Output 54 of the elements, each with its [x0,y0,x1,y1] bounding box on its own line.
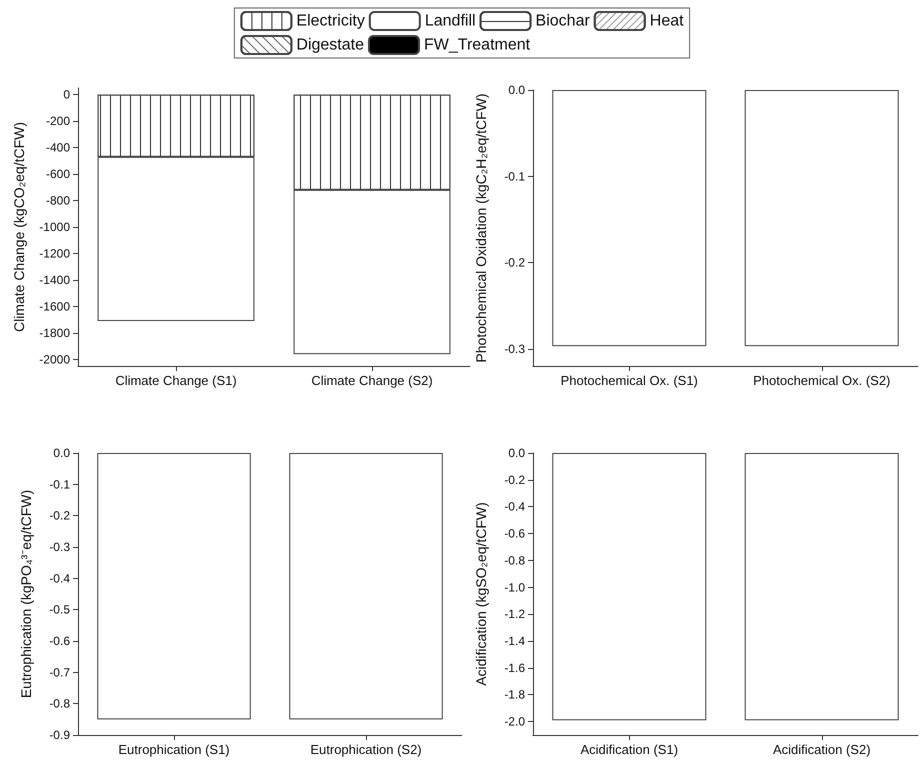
y-axis-title: Acidification (kgSO₂eq/tCFW) [473,502,489,686]
legend-label: Electricity [296,12,365,30]
y-tick-label: -800 [46,194,70,208]
y-tick-label: -0.9 [49,728,70,742]
y-tick-label: -1000 [39,220,70,234]
y-tick-label: -0.6 [504,526,526,541]
legend-label: Digestate [296,36,364,54]
y-tick-label: -1.8 [504,688,526,702]
x-tick-label: Photochemical Ox. (S1) [560,373,698,388]
x-tick-label: Acidification (S1) [580,742,678,757]
x-tick-label: Eutrophication (S1) [118,742,230,757]
y-tick-label: 0.0 [508,446,526,460]
y-tick-label: 0.0 [508,83,526,97]
y-tick-label: -0.3 [49,540,70,554]
y-tick-label: -2000 [39,352,70,366]
y-tick-label: -1.2 [504,607,526,622]
y-tick-label: -1800 [39,326,70,340]
y-tick-label: -400 [46,140,70,155]
y-tick-label: -600 [46,167,70,182]
y-tick-label: -0.1 [49,477,70,492]
y-tick-label: -200 [46,114,70,128]
y-tick-label: -0.2 [504,472,526,487]
y-tick-label: 0 [63,88,70,102]
x-tick-label: Acidification (S2) [772,742,871,757]
y-tick-label: -0.5 [49,602,70,617]
y-tick-label: -1200 [39,246,70,260]
y-axis-title: Photochemical Oxidation (kgC₂H₂eq/tCFW) [473,93,489,363]
y-tick-label: -0.4 [504,500,526,514]
x-tick-label: Photochemical Ox. (S2) [753,373,890,388]
y-tick-label: -1400 [39,272,70,287]
y-tick-label: -0.4 [49,571,70,586]
y-tick-label: -0.1 [504,169,526,184]
y-tick-label: -0.6 [49,634,70,648]
y-tick-label: -1600 [39,299,70,314]
y-tick-label: -2.0 [504,714,526,729]
y-tick-label: -0.8 [504,553,526,568]
y-tick-label: -1.0 [504,580,526,594]
y-axis-title: Climate Change (kgCO₂eq/tCFW) [11,122,27,332]
legend-label: Heat [650,12,684,30]
legend-label: FW_Treatment [424,36,531,54]
y-tick-label: -0.7 [49,665,70,680]
legend-label: Landfill [424,12,476,30]
y-tick-label: -0.2 [504,256,526,270]
y-tick-label: -0.2 [49,508,70,523]
y-axis-title: Eutrophication (kgPO₄³⁻eq/tCFW) [18,490,34,698]
x-tick-label: Eutrophication (S2) [310,742,422,757]
y-tick-label: 0.0 [53,446,70,460]
y-tick-label: -1.4 [504,634,526,648]
x-tick-label: Climate Change (S1) [115,373,237,388]
y-tick-label: -0.8 [49,696,70,711]
y-tick-label: -0.3 [504,342,526,356]
x-tick-label: Climate Change (S2) [311,373,433,388]
legend-label: Biochar [536,12,590,30]
y-tick-label: -1.6 [504,660,526,675]
